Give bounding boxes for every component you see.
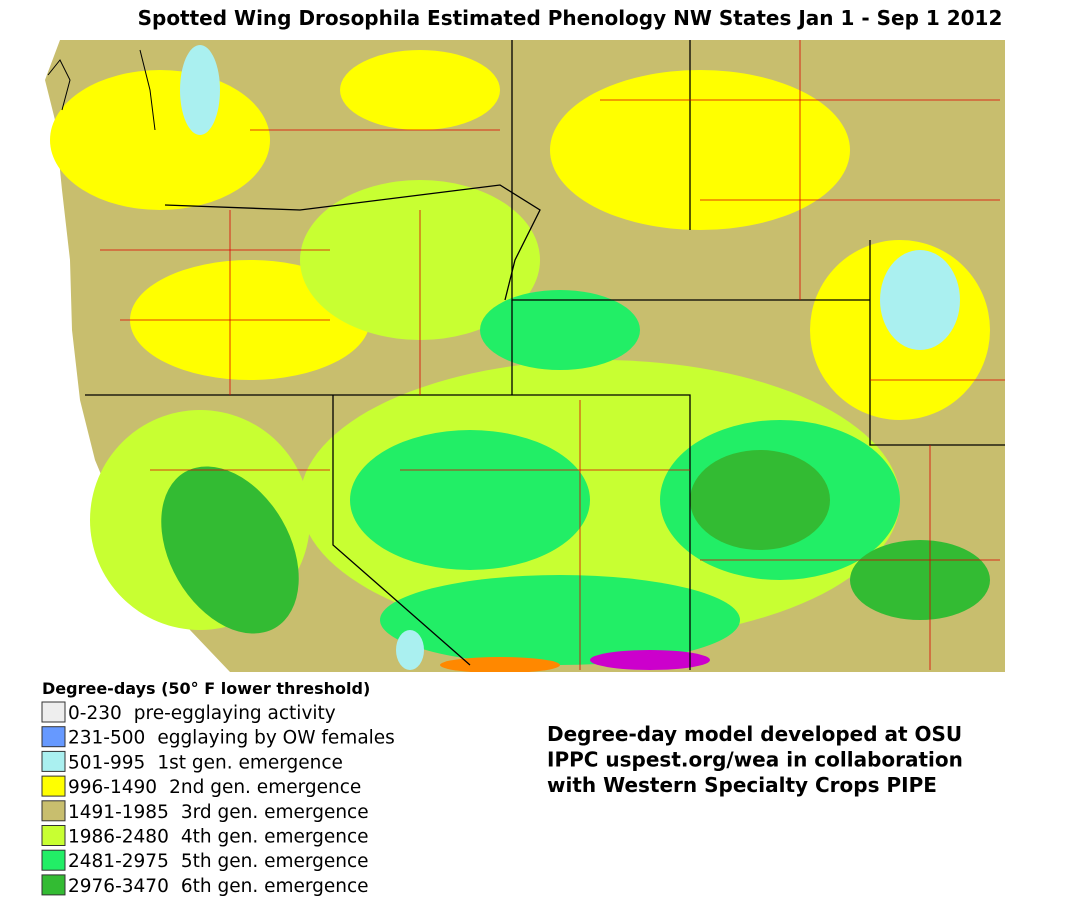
- legend-swatch: [41, 775, 66, 797]
- legend-label: 501-995 1st gen. emergence: [68, 752, 343, 773]
- legend-text: pre-egglaying activity: [134, 703, 336, 724]
- legend-range: 996-1490: [68, 777, 157, 798]
- region: [880, 250, 960, 350]
- legend-text: 4th gen. emergence: [181, 827, 369, 848]
- state-borders: [85, 40, 1005, 670]
- credit-line: with Western Specialty Crops PIPE: [547, 773, 937, 797]
- legend-text: 2nd gen. emergence: [169, 777, 361, 798]
- credit-line: Degree-day model developed at OSU: [547, 722, 962, 746]
- legend-swatch: [41, 825, 66, 846]
- region: [440, 657, 560, 672]
- region: [590, 650, 710, 670]
- region: [550, 70, 850, 230]
- legend-label: 231-500 egglaying by OW females: [68, 728, 395, 749]
- region: [690, 450, 830, 550]
- legend-text: 6th gen. emergence: [181, 876, 369, 897]
- legend-swatch: [41, 701, 66, 723]
- region: [161, 466, 299, 634]
- legend-swatch: [41, 874, 66, 896]
- region: [350, 430, 590, 570]
- map: [40, 38, 1005, 672]
- legend-range: 2481-2975: [68, 851, 169, 872]
- legend-swatch: [41, 849, 66, 871]
- legend-text: egglaying by OW females: [157, 728, 395, 749]
- legend-text: 1st gen. emergence: [157, 752, 343, 773]
- legend-range: 2976-3470: [68, 876, 169, 897]
- legend-range: 231-500: [68, 728, 145, 749]
- legend-label: 0-230 pre-egglaying activity: [68, 703, 336, 724]
- legend-label: 2976-3470 6th gen. emergence: [68, 876, 369, 897]
- region: [50, 70, 270, 210]
- region: [396, 630, 424, 670]
- region: [480, 290, 640, 370]
- legend-range: 1491-1985: [68, 802, 169, 823]
- legend-text: 5th gen. emergence: [181, 851, 369, 872]
- legend-label: 2481-2975 5th gen. emergence: [68, 851, 369, 872]
- legend-label: 996-1490 2nd gen. emergence: [68, 777, 361, 798]
- region: [850, 540, 990, 620]
- legend-label: 1986-2480 4th gen. emergence: [68, 827, 369, 848]
- legend-title: Degree-days (50° F lower threshold): [42, 679, 370, 698]
- legend-range: 0-230: [68, 703, 122, 724]
- legend-swatch: [41, 726, 66, 748]
- legend-range: 1986-2480: [68, 827, 169, 848]
- region: [180, 45, 220, 135]
- legend-swatch: [41, 750, 66, 772]
- legend-swatch: [41, 800, 66, 822]
- legend-text: 3rd gen. emergence: [181, 802, 369, 823]
- title: Spotted Wing Drosophila Estimated Phenol…: [138, 6, 1003, 30]
- legend-label: 1491-1985 3rd gen. emergence: [68, 802, 369, 823]
- region: [340, 50, 500, 130]
- region: [380, 575, 740, 665]
- legend: 0-230 pre-egglaying activity 231-500 egglay…: [41, 701, 395, 897]
- credit-line: IPPC uspest.org/wea in collaboration: [547, 748, 963, 772]
- legend-range: 501-995: [68, 752, 145, 773]
- coastline: [47, 49, 156, 131]
- county-borders: [100, 40, 1005, 670]
